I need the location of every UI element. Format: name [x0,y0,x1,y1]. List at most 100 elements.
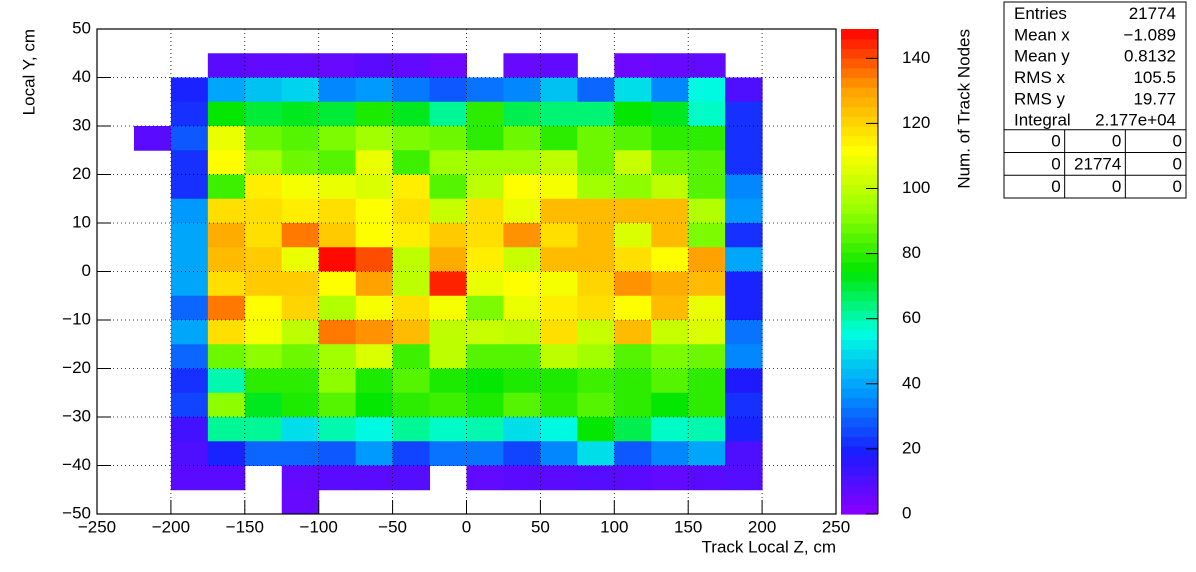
stats-label: Mean x [1014,25,1070,44]
heat-cell [503,126,541,151]
heat-cell [503,271,541,297]
heat-cell [207,77,246,103]
heat-cell [577,368,615,394]
heat-cell [281,150,320,175]
z-tick-label: 0 [902,503,911,522]
y-tick-label: 30 [72,115,91,134]
heat-cell [688,295,726,321]
heat-cell [688,368,726,394]
heat-cell [725,77,763,103]
heat-cell [614,295,652,321]
heat-cell [540,368,578,394]
heat-cell [651,392,689,418]
heat-cell [651,465,689,491]
heat-cell [725,320,763,345]
stats-label: RMS x [1014,68,1066,87]
heat-cell [466,150,504,175]
heat-cell [244,271,283,297]
heat-cell [577,150,615,175]
heat-cell [355,53,394,78]
heat-cell [577,77,615,103]
heat-cell [318,150,357,175]
heat-cell [244,320,283,345]
heat-cell [244,101,283,127]
heat-cell [540,247,578,272]
heat-cell [540,77,578,103]
heat-cell [281,441,320,466]
heat-cell [392,465,431,491]
heat-cell [540,417,578,442]
colorbar-band [841,368,878,379]
heat-cell [577,344,615,369]
heat-cell [688,223,726,248]
heat-cell [688,465,726,491]
stats-box [1003,1,1187,199]
heat-cell [244,198,283,224]
colorbar-band [841,339,878,350]
heat-cell [392,368,431,394]
heat-cell [355,223,394,248]
heat-cell [170,465,209,491]
heat-cell [725,247,763,272]
colorbar-band [841,261,878,273]
heat-cell [281,417,320,442]
heat-cell [651,53,689,78]
heat-cell [725,465,763,491]
heat-cell [355,441,394,466]
stats-cell: 0 [1173,154,1182,173]
heat-cell [503,174,541,200]
heat-cell [170,247,209,272]
heat-cell [503,53,541,78]
heat-cell [244,77,283,103]
heat-cell [466,126,504,151]
heat-cell [725,198,763,224]
heat-cell [614,344,652,369]
heat-cell [688,271,726,297]
heat-cell [540,174,578,200]
x-tick-label: −100 [300,517,338,536]
y-axis-title: Local Y, cm [19,29,38,115]
heat-cell [577,126,615,151]
z-tick-label: 120 [902,113,930,132]
heat-cell [392,320,431,345]
heat-cell [429,417,467,442]
heat-cell [466,295,504,321]
z-tick-label: 100 [902,178,930,197]
heat-cell [651,77,689,103]
heat-cell [725,392,763,418]
heat-cell [281,53,320,78]
heat-cell [318,247,357,272]
heat-cell [688,320,726,345]
stats-cell: 0 [1112,177,1121,196]
heat-cell [503,344,541,369]
heat-cell [207,465,246,491]
heat-cell [688,101,726,127]
stats-cell: 0 [1173,177,1182,196]
x-tick-label: 250 [822,517,850,536]
heat-cell [725,150,763,175]
heat-cell [429,247,467,272]
heat-cell [318,392,357,418]
heat-cell [651,198,689,224]
z-tick-label: 80 [902,243,921,262]
heat-cell [355,417,394,442]
heat-cell [540,295,578,321]
stats-label: Entries [1014,4,1067,23]
colorbar-band [841,446,878,457]
heat-cell [466,198,504,224]
heat-cell [318,53,357,78]
heat-cell [392,174,431,200]
heat-cell [392,77,431,103]
heat-cell [651,101,689,127]
heat-cell [688,174,726,200]
heat-cell [281,101,320,127]
colorbar-band [841,329,878,340]
heat-cell [577,295,615,321]
colorbar-band [841,145,878,156]
heat-cell [614,320,652,345]
heat-cell [503,77,541,103]
colorbar-band [841,67,878,79]
heat-cell [170,126,209,151]
heat-cell [355,126,394,151]
stats-value: 21774 [1129,4,1176,23]
